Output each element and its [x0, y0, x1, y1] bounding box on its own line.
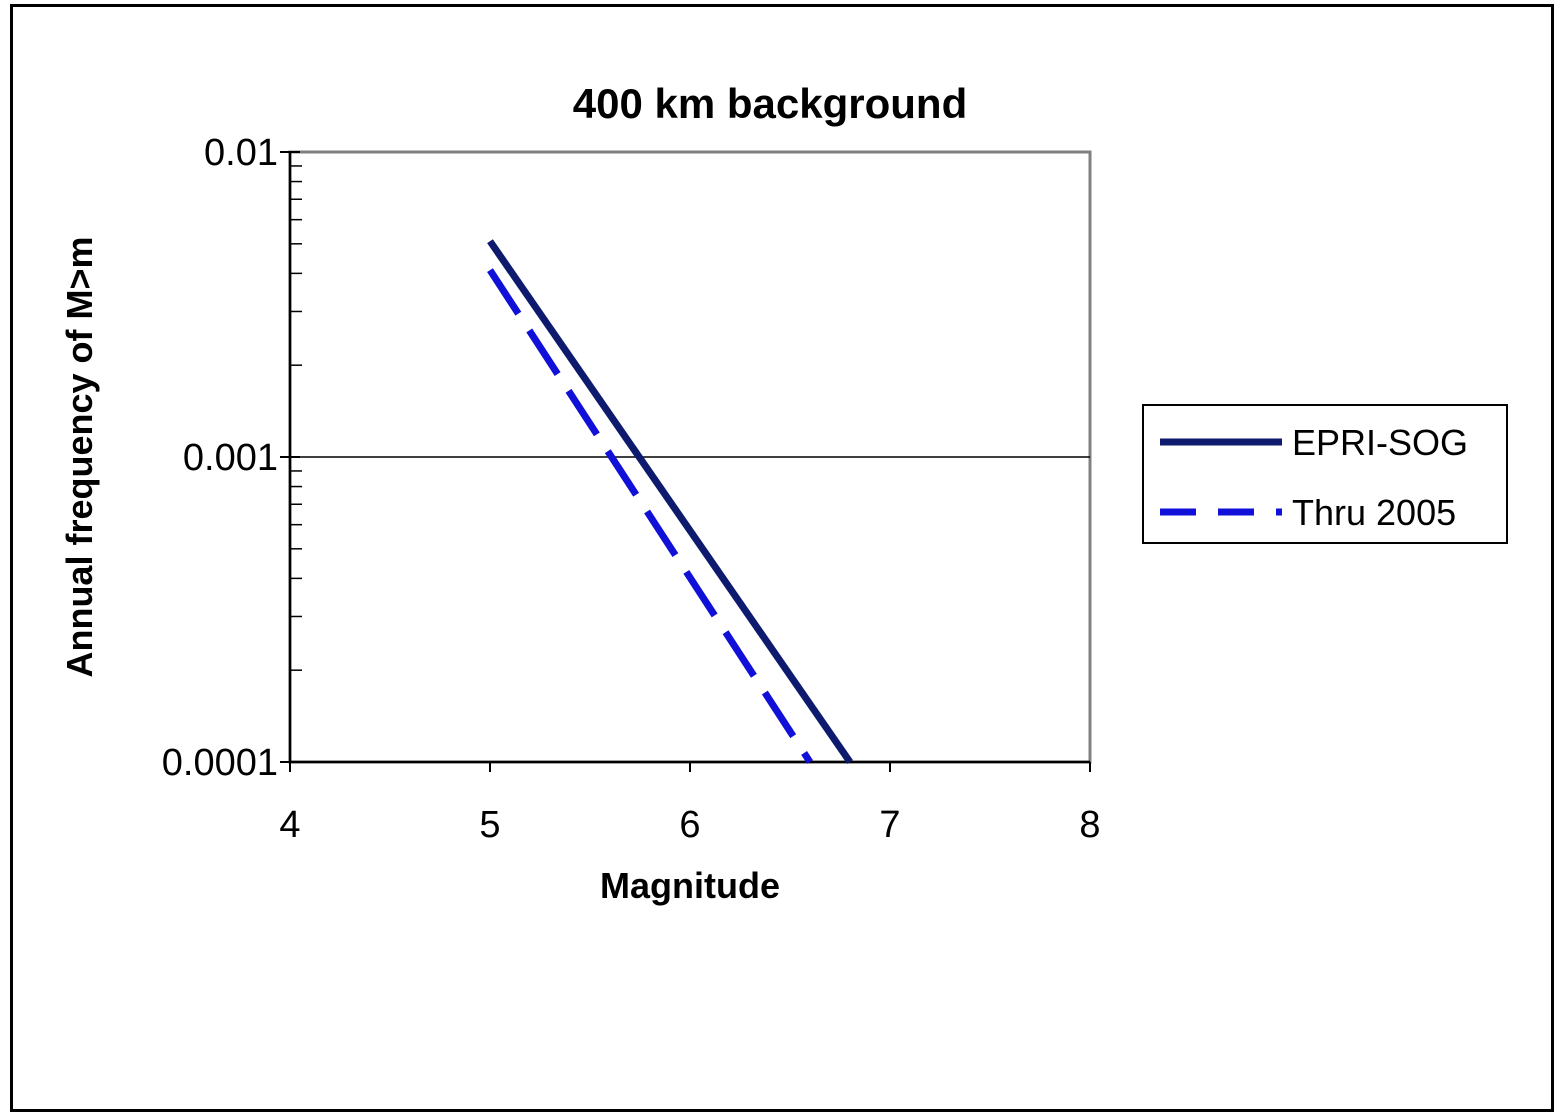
y-axis-label: Annual frequency of M>m — [59, 236, 100, 677]
x-axis-label: Magnitude — [600, 865, 780, 906]
legend-label-2: Thru 2005 — [1292, 492, 1456, 533]
series-line-1 — [487, 239, 853, 764]
chart-frame — [10, 4, 1554, 1112]
x-tick-label: 8 — [1079, 804, 1100, 846]
chart-title: 400 km background — [573, 80, 967, 127]
x-tick-label: 4 — [279, 804, 300, 846]
legend-label-1: EPRI-SOG — [1292, 422, 1468, 463]
series-layer — [487, 239, 853, 764]
y-tick-label: 0.001 — [183, 437, 278, 479]
y-axis: 0.01 0.001 0.0001 — [162, 132, 302, 784]
series-line-2 — [487, 268, 813, 764]
x-tick-label: 7 — [879, 804, 900, 846]
x-tick-label: 5 — [479, 804, 500, 846]
y-tick-label: 0.01 — [204, 132, 278, 174]
legend-box — [1142, 404, 1508, 544]
y-tick-label: 0.0001 — [162, 742, 278, 784]
x-axis: 4 5 6 7 8 — [279, 760, 1101, 846]
legend: EPRI-SOG Thru 2005 — [1142, 404, 1508, 544]
x-tick-label: 6 — [679, 804, 700, 846]
